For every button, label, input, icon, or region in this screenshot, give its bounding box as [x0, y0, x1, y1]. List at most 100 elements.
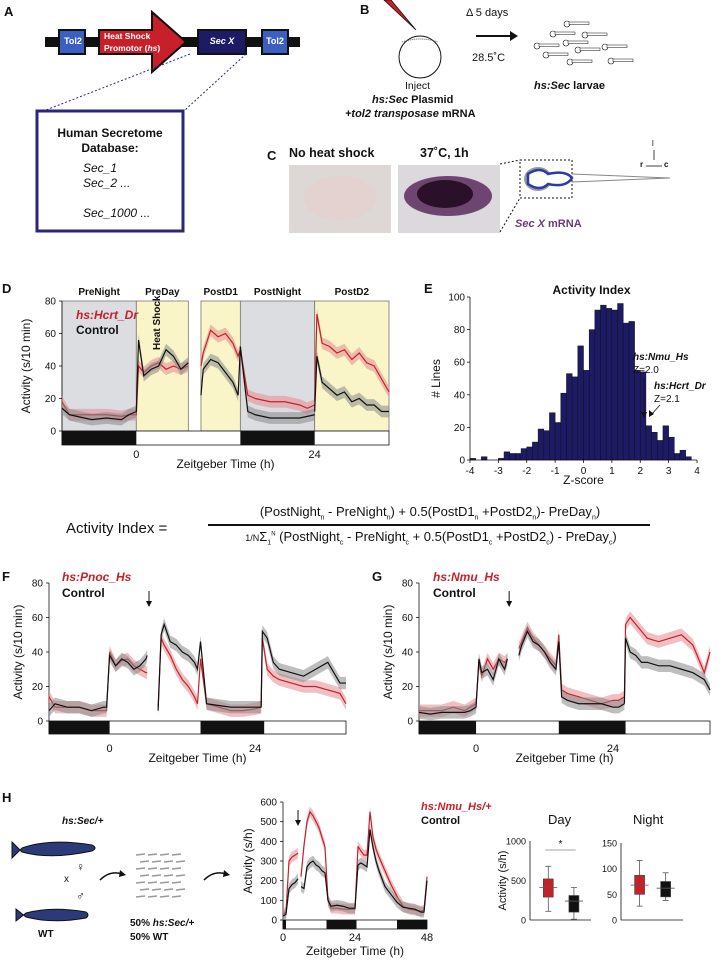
histogram-bar [628, 321, 635, 461]
injection-diagram [383, 0, 634, 79]
arrow-head [223, 870, 230, 877]
y-tick-label: 20 [45, 394, 57, 405]
H-line-chart: 0 100 200 300 400 500 600 0 24 48 Zeitgeber Time (… [241, 798, 433, 959]
offspring-larva-icon [171, 867, 182, 870]
histogram-bar [640, 371, 647, 461]
annotation-hcrt-name: hs:Hcrt_Dr [654, 381, 706, 392]
offspring-larva-icon [147, 867, 158, 870]
y-tick-label: 40 [402, 648, 414, 659]
series-line-control [61, 339, 189, 421]
offspring-larva-icon [147, 853, 158, 856]
y-tick-label: 100 [260, 896, 277, 907]
error-band-control [261, 625, 346, 714]
histogram-bar [594, 309, 601, 461]
brain-outline [526, 168, 574, 190]
histogram-bar [469, 458, 476, 461]
histogram-bar [503, 451, 510, 461]
offspring-larva-icon [135, 881, 146, 884]
x-tick-label: 1 [609, 466, 615, 477]
y-tick-label: 500 [260, 817, 277, 828]
y-axis-label: Activity (s/10 min) [11, 605, 25, 700]
series-line-hs-hcrt-dr [61, 362, 189, 417]
offspring-larva-icon [135, 853, 146, 856]
series-line-hs-pnoc-hs [157, 637, 262, 712]
larva-tail [554, 31, 576, 35]
arrow-icon [203, 872, 227, 881]
in-situ-images [289, 150, 671, 233]
series-line-control [260, 629, 346, 708]
inject-label: Inject [405, 80, 431, 92]
error-band-control [518, 625, 625, 714]
phase-label-prenight: PreNight [78, 287, 120, 298]
series-line-hs-nmu-hs [623, 616, 711, 697]
histogram-bar [566, 373, 573, 461]
offspring-larva-icon [147, 895, 158, 898]
heat-shock-arrow-head [506, 601, 513, 607]
larva-icon [581, 31, 589, 39]
formula-fraction-bar [208, 524, 650, 526]
zoom-line-left [45, 53, 191, 111]
larva-icon [549, 30, 557, 38]
panel-label-d: D [2, 281, 12, 296]
night-title: Night [633, 812, 664, 827]
light-dark-bar [282, 919, 428, 930]
male-fish-icon [15, 907, 89, 923]
y-tick-label: 400 [260, 837, 277, 848]
series-line-hs-nmu-hs [419, 657, 508, 712]
database-item-3: Sec_1000 ... [83, 206, 151, 220]
offspring-label-1: 50% hs:Sec/+ [130, 918, 194, 929]
tol2-left-label: Tol2 [64, 36, 82, 46]
heat-shock-arrow-head [295, 820, 301, 826]
histogram-bar [685, 456, 692, 461]
probe-italic: Sec X [515, 218, 545, 230]
phase-label-postnight: PostNight [254, 287, 302, 298]
legend-control: Control [433, 586, 476, 600]
database-title-1: Human Secretome [57, 126, 163, 140]
y-tick-label: 200 [260, 876, 277, 887]
offspring-label-2: 50% WT [130, 932, 169, 943]
x-tick-label: 0 [133, 449, 139, 461]
error-band-hs-hcrt-dr [62, 356, 189, 423]
histogram-bar [554, 422, 562, 461]
x-tick-label: -1 [551, 466, 560, 477]
y-tick-label: 80 [454, 325, 466, 336]
arrow-icon [99, 872, 123, 881]
larva-icon [601, 43, 609, 51]
stained-embryo [404, 176, 492, 216]
histogram-bar [668, 436, 675, 461]
series-line-control [623, 638, 711, 704]
y-tick-label: 0 [271, 916, 277, 927]
embryo-head-faint [304, 176, 376, 220]
heat-shock-image [398, 165, 500, 233]
offspring-larva-icon [163, 860, 174, 863]
histogram-bar [622, 322, 630, 461]
y-tick-label: 40 [454, 390, 466, 401]
legend-control: Control [76, 323, 119, 337]
error-band-control [283, 873, 298, 920]
y-tick-label: 80 [32, 579, 44, 590]
database-item-1: Sec_1 [83, 161, 118, 175]
legend-nmu-het: hs:Nmu_Hs/+ [421, 801, 492, 813]
larva-tail [586, 32, 608, 36]
x-tick-label: 24 [309, 449, 321, 461]
series-line-hs-nmu-hs-- [282, 852, 299, 915]
arrow-head [119, 870, 126, 877]
panel-label-c: C [267, 148, 277, 163]
error-band-control [301, 855, 358, 914]
offspring-percent: 50% [130, 918, 153, 929]
histogram-bar [560, 392, 567, 461]
larvae-icons [533, 20, 634, 66]
night-bar [397, 920, 427, 929]
database-item-2: Sec_2 ... [83, 176, 131, 190]
plasmid-label: hs:Sec Plasmid [372, 94, 453, 106]
x-tick-label: 0 [280, 932, 286, 944]
error-band-control [200, 340, 315, 424]
x-axis-label: Z-score [563, 473, 604, 487]
series-line-control [418, 657, 509, 715]
axis-label-r: r [640, 160, 644, 169]
larvae-text: larvae [570, 80, 605, 92]
series-line-control [282, 878, 299, 917]
offspring-larva-icon [163, 888, 174, 891]
panel-label-h: H [2, 790, 12, 805]
